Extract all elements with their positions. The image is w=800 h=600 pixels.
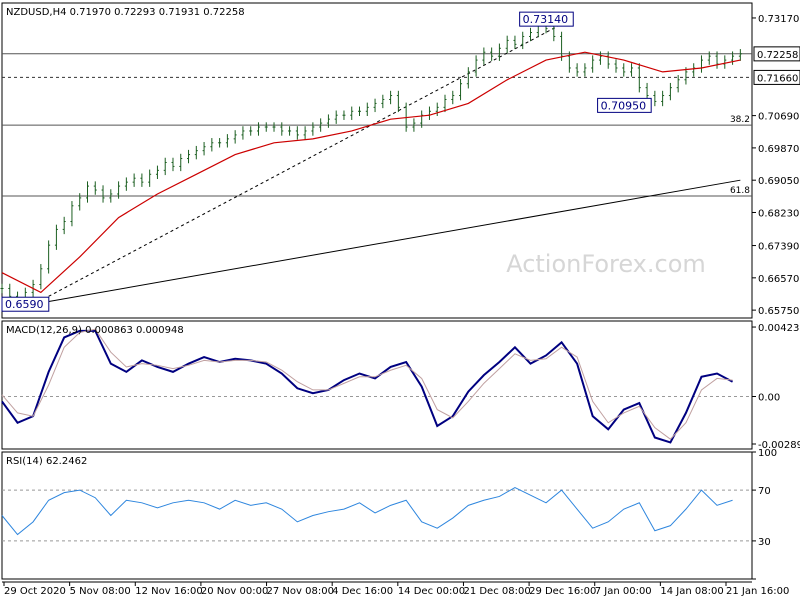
chart-header: NZDUSD,H4 0.71970 0.72293 0.71931 0.7225… — [6, 7, 245, 18]
pane-frame-macd — [1, 320, 753, 450]
pane-frame-price — [1, 2, 753, 319]
callout-box — [519, 11, 574, 27]
time-tick-label: 21 Jan 16:00 — [726, 586, 789, 597]
trendline — [48, 17, 574, 297]
pane-frame-rsi — [1, 451, 753, 580]
macd-line — [1, 329, 734, 444]
trendline — [33, 179, 741, 305]
price-tick-label: 0.66570 — [758, 274, 799, 285]
rsi-line — [1, 486, 733, 536]
callout-label: 0.6590 — [5, 298, 44, 311]
ema-line — [1, 51, 741, 294]
time-tick-label: 4 Dec 16:00 — [332, 586, 393, 597]
price-label-box — [753, 46, 800, 62]
price-tick-label: 0.70690 — [758, 112, 799, 123]
rsi-tick-label: 70 — [758, 486, 771, 497]
rsi-tick-label: 100 — [758, 448, 777, 459]
price-tick-label: 0.69870 — [758, 144, 799, 155]
price-tick-label: 0.69050 — [758, 176, 799, 187]
price-tick-label: 0.73170 — [758, 14, 799, 25]
macd-title: MACD(12,26,9) 0.000863 0.000948 — [6, 325, 184, 336]
callout-box — [1, 296, 50, 312]
price-tick-label: 0.65750 — [758, 306, 799, 317]
time-tick-label: 27 Nov 08:00 — [267, 586, 334, 597]
watermark-text: ActionForex.com — [506, 250, 706, 278]
time-tick-label: 29 Dec 16:00 — [529, 586, 596, 597]
price-tick-label: 0.68230 — [758, 208, 799, 219]
time-tick-label: 29 Oct 2020 — [4, 586, 66, 597]
callout-label: 0.70950 — [601, 99, 647, 112]
price-tick-label: 0.67390 — [758, 242, 799, 253]
signal-line — [1, 328, 733, 440]
price-label: 0.72258 — [757, 50, 798, 61]
time-tick-label: 12 Nov 16:00 — [135, 586, 202, 597]
fib-label: 38.2 — [730, 115, 750, 125]
macd-tick-label: 0.004232 — [758, 323, 800, 334]
macd-tick-label: -0.002896 — [758, 440, 800, 451]
time-tick-label: 21 Dec 08:00 — [463, 586, 530, 597]
price-label-box — [753, 69, 800, 85]
time-tick-label: 14 Dec 00:00 — [398, 586, 465, 597]
time-tick-label: 7 Jan 00:00 — [595, 586, 652, 597]
fib-label: 61.8 — [730, 186, 750, 196]
callout-box — [597, 97, 652, 113]
time-tick-label: 5 Nov 08:00 — [70, 586, 131, 597]
callout-label: 0.73140 — [523, 13, 569, 26]
rsi-tick-label: 30 — [758, 537, 771, 548]
price-label: 0.71660 — [757, 73, 798, 84]
macd-tick-label: 0.00 — [758, 392, 780, 403]
rsi-title: RSI(14) 62.2462 — [6, 456, 87, 467]
time-tick-label: 14 Jan 08:00 — [660, 586, 723, 597]
time-tick-label: 20 Nov 00:00 — [201, 586, 268, 597]
